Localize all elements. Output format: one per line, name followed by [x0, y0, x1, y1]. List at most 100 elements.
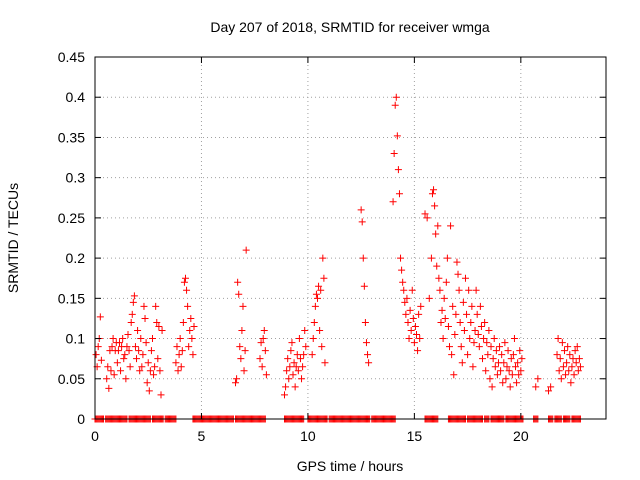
data-point: [464, 351, 472, 359]
data-point: [141, 314, 149, 322]
data-point: [157, 391, 165, 399]
data-point: [433, 262, 441, 270]
data-point: [454, 270, 462, 278]
data-point: [409, 314, 417, 322]
data-point: [391, 101, 399, 109]
data-point: [299, 363, 307, 371]
data-point: [559, 363, 567, 371]
data-point: [284, 355, 292, 363]
data-point: [320, 274, 328, 282]
data-point: [455, 286, 463, 294]
data-point: [554, 335, 562, 343]
plot-frame: [94, 56, 607, 420]
data-point: [184, 302, 192, 310]
data-point: [117, 367, 125, 375]
data-point: [476, 302, 484, 310]
data-point: [179, 318, 187, 326]
axis-ticks: 0 0.05 0.1 0.15 0.2 0.25 0.3 0.35 0.4 0.45 0 5 10 15 2…: [58, 49, 606, 444]
data-point: [471, 327, 479, 335]
data-point: [259, 335, 267, 343]
data-point: [129, 298, 137, 306]
chart-title: Day 207 of 2018, SRMTID for receiver wmg…: [210, 19, 490, 35]
data-point: [294, 367, 302, 375]
data-point: [143, 379, 151, 387]
data-point: [489, 355, 497, 363]
data-point: [397, 254, 405, 262]
data-point: [573, 343, 581, 351]
data-point: [427, 254, 435, 262]
data-point: [313, 294, 321, 302]
data-point: [298, 375, 306, 383]
data-point: [237, 355, 245, 363]
data-point: [390, 150, 398, 158]
data-point: [153, 318, 161, 326]
data-point: [493, 371, 501, 379]
data-point: [94, 343, 102, 351]
x-tick-label: 0: [91, 428, 99, 444]
data-point: [288, 339, 296, 347]
data-point: [309, 335, 317, 343]
data-point: [565, 367, 573, 375]
data-point: [567, 379, 575, 387]
data-point: [472, 286, 480, 294]
data-point: [131, 343, 139, 351]
data-point: [553, 351, 561, 359]
data-point: [512, 363, 520, 371]
data-point: [411, 322, 419, 330]
data-point: [134, 327, 142, 335]
x-tick-label: 10: [300, 428, 316, 444]
data-point: [293, 351, 301, 359]
data-point: [180, 278, 188, 286]
data-point: [173, 343, 181, 351]
data-point: [477, 322, 485, 330]
data-point: [492, 347, 500, 355]
data-point: [155, 322, 163, 330]
data-point: [574, 367, 582, 375]
data-point: [430, 186, 438, 194]
y-tick-label: 0.25: [58, 210, 85, 226]
data-point: [413, 331, 421, 339]
data-point: [144, 359, 152, 367]
data-point: [502, 375, 510, 383]
data-point: [185, 343, 193, 351]
data-point: [401, 298, 409, 306]
data-point: [104, 363, 112, 371]
data-point: [358, 218, 366, 226]
data-point: [558, 339, 566, 347]
data-point: [291, 383, 299, 391]
data-point: [416, 335, 424, 343]
data-point: [139, 351, 147, 359]
data-point: [393, 132, 401, 140]
data-point: [108, 343, 116, 351]
data-point: [560, 347, 568, 355]
data-point: [403, 294, 411, 302]
data-point: [569, 355, 577, 363]
data-point: [485, 327, 493, 335]
data-point: [437, 318, 445, 326]
data-point: [498, 351, 506, 359]
data-point: [232, 379, 240, 387]
data-point: [362, 339, 370, 347]
data-point: [556, 355, 564, 363]
data-point: [126, 363, 134, 371]
data-point: [501, 339, 509, 347]
data-point: [439, 335, 447, 343]
data-point: [135, 347, 143, 355]
data-point: [447, 222, 455, 230]
data-point: [532, 383, 540, 391]
data-point: [466, 335, 474, 343]
x-tick-label: 15: [407, 428, 423, 444]
data-point: [480, 335, 488, 343]
data-point: [360, 282, 368, 290]
data-point: [432, 230, 440, 238]
data-point: [405, 335, 413, 343]
data-point: [503, 363, 511, 371]
data-point: [113, 359, 121, 367]
data-point: [136, 367, 144, 375]
data-point: [114, 347, 122, 355]
data-point: [146, 367, 154, 375]
data-point: [105, 384, 113, 392]
data-point: [482, 367, 490, 375]
data-point: [189, 351, 197, 359]
data-point: [187, 314, 195, 322]
